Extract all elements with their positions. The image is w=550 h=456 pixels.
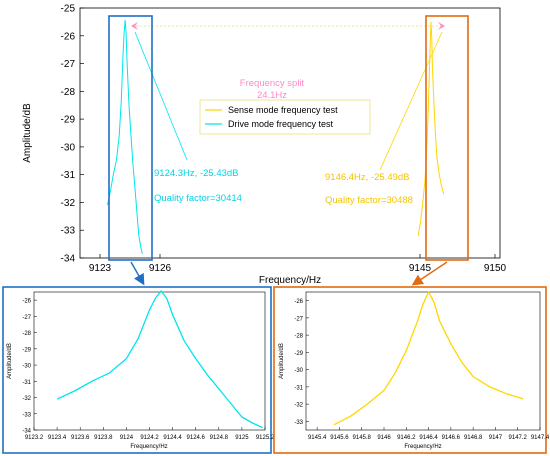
inset2-y-tick-label: -33 (294, 420, 303, 426)
inset2-x-tick-label: 9145.8 (353, 435, 372, 441)
inset1-y-tick-label: -28 (22, 331, 31, 337)
inset2-x-tick-label: 9145.6 (330, 435, 349, 441)
inset1-x-tick-label: 9123.8 (94, 435, 113, 441)
inset1-y-tick-label: -30 (22, 364, 31, 370)
main-y-tick-label: -28 (61, 87, 76, 98)
inset1-x-tick-label: 9124.6 (187, 435, 206, 441)
legend-label-sense: Sense mode frequency test (228, 105, 338, 115)
drive-series-line (106, 19, 143, 254)
inset2-x-tick-label: 9147.4 (531, 435, 550, 441)
main-x-label: Frequency/Hz (259, 275, 321, 286)
inset1-y-tick-label: -27 (22, 315, 31, 321)
drive-annotation-leader (134, 31, 188, 161)
frequency-split-title: Frequency split (240, 78, 305, 89)
sense-inset-y-axis: -26 -27 -28 -29 -30 -31 -32 -33 (294, 299, 309, 426)
inset2-y-tick-label: -29 (294, 351, 303, 357)
inset2-x-tick-label: 9146.2 (397, 435, 416, 441)
main-y-tick-label: -32 (61, 198, 76, 209)
inset1-x-tick-label: 9124.4 (163, 435, 182, 441)
main-x-tick-label: 9145 (409, 263, 432, 274)
sense-annotation-leader (379, 31, 443, 171)
inset2-x-tick-label: 9147 (489, 435, 503, 441)
main-y-tick-label: -30 (61, 142, 76, 153)
sense-inset-plot-area (305, 291, 541, 431)
inset1-series-line (56, 290, 263, 429)
inset2-x-tick-label: 9146.8 (464, 435, 483, 441)
main-x-axis: 9123 9126 9145 9150 (89, 254, 507, 274)
drive-inset-y-axis: -26 -27 -28 -29 -30 -31 -32 -33 -34 (22, 299, 37, 435)
inset2-y-tick-label: -26 (294, 299, 303, 305)
inset2-y-tick-label: -31 (294, 385, 303, 391)
sense-inset-x-label: Frequency/Hz (404, 444, 441, 450)
sense-series-line (417, 21, 445, 236)
main-y-tick-label: -33 (61, 226, 76, 237)
main-y-axis: -25 -26 -27 -28 -29 -30 -31 -32 -33 -34 (61, 4, 84, 265)
drive-inset-x-axis: 9123.2 9123.4 9123.6 9123.8 9124 9124.2 9124.4… (25, 427, 275, 441)
inset2-y-tick-label: -32 (294, 403, 303, 409)
drive-zoom-arrow (130, 261, 145, 286)
drive-inset-series (56, 290, 263, 429)
drive-q-label: Quality factor=30414 (154, 193, 242, 204)
main-y-tick-label: -34 (61, 254, 76, 265)
drive-peak-marker (131, 22, 138, 30)
frequency-split-value: 24.1Hz (257, 90, 287, 101)
inset1-y-tick-label: -33 (22, 412, 31, 418)
legend-box (199, 99, 371, 135)
sense-inset-chart: -26-27-28-29-30-31-32-33 9145.4 9145.6 914… (273, 286, 550, 454)
main-chart: -25-26-27-28-29-30-31-32-33-34 9123 9126 9… (22, 4, 507, 287)
inset1-x-tick-label: 9123.2 (25, 435, 44, 441)
inset2-x-tick-label: 9145.4 (308, 435, 327, 441)
drive-zoom-box (108, 15, 153, 261)
inset2-x-tick-label: 9146.6 (442, 435, 461, 441)
main-y-label: Amplitude/dB (22, 103, 33, 163)
inset1-y-tick-label: -31 (22, 380, 31, 386)
sense-peak-marker (438, 22, 445, 30)
inset1-x-tick-label: 9124.8 (210, 435, 229, 441)
drive-inset-plot-area (33, 291, 266, 431)
main-y-tick-label: -27 (61, 59, 76, 70)
drive-peak-label: 9124.3Hz, -25.43dB (154, 168, 239, 179)
sense-zoom-box (425, 15, 469, 261)
inset2-x-tick-label: 9147.2 (509, 435, 528, 441)
inset1-y-tick-label: -29 (22, 347, 31, 353)
legend: Sense mode frequency test Drive mode fre… (199, 99, 371, 135)
sense-inset-x-axis: 9145.4 9145.6 9145.8 9146 9146.2 9146.4 9146.6… (308, 427, 550, 441)
inset1-x-tick-label: 9125.2 (256, 435, 275, 441)
inset2-y-tick-label: -28 (294, 334, 303, 340)
inset2-y-tick-label: -27 (294, 316, 303, 322)
legend-label-drive: Drive mode frequency test (228, 119, 334, 129)
drive-inset-chart: -26 -27 -28 -29 -30 -31 -32 -33 -34 9123.2 9123.4… (2, 286, 275, 454)
sense-inset-y-label: Amplitude/dB (279, 343, 285, 379)
sense-peak-label: 9146.4Hz, -25.49dB (325, 172, 410, 183)
sense-zoom-arrow (411, 261, 448, 286)
sense-q-label: Quality factor=30488 (325, 195, 413, 206)
main-y-tick-label: -31 (61, 170, 76, 181)
inset2-x-tick-label: 9146 (377, 435, 391, 441)
main-y-tick-label: -29 (61, 115, 76, 126)
drive-inset-y-label: Amplitude/dB (7, 343, 13, 379)
drive-inset-x-label: Frequency/Hz (130, 444, 167, 450)
inset2-x-tick-label: 9146.4 (419, 435, 438, 441)
inset1-x-tick-label: 9123.6 (71, 435, 90, 441)
inset2-y-tick-label: -30 (294, 368, 303, 374)
inset1-y-tick-label: -34 (22, 429, 31, 435)
inset1-y-tick-label: -32 (22, 396, 31, 402)
inset1-x-tick-label: 9123.4 (48, 435, 67, 441)
main-y-tick-label: -26 (61, 31, 76, 42)
main-y-tick-label: -25 (61, 4, 76, 15)
inset1-y-tick-label: -26 (22, 299, 31, 305)
inset2-series-line (333, 291, 524, 426)
sense-inset-series (333, 291, 524, 426)
main-series (106, 19, 445, 254)
main-x-tick-label: 9150 (484, 263, 507, 274)
main-x-tick-label: 9126 (149, 263, 172, 274)
inset1-x-tick-label: 9125 (235, 435, 249, 441)
inset1-x-tick-label: 9124.2 (140, 435, 159, 441)
inset1-x-tick-label: 9124 (120, 435, 134, 441)
main-x-tick-label: 9123 (89, 263, 112, 274)
